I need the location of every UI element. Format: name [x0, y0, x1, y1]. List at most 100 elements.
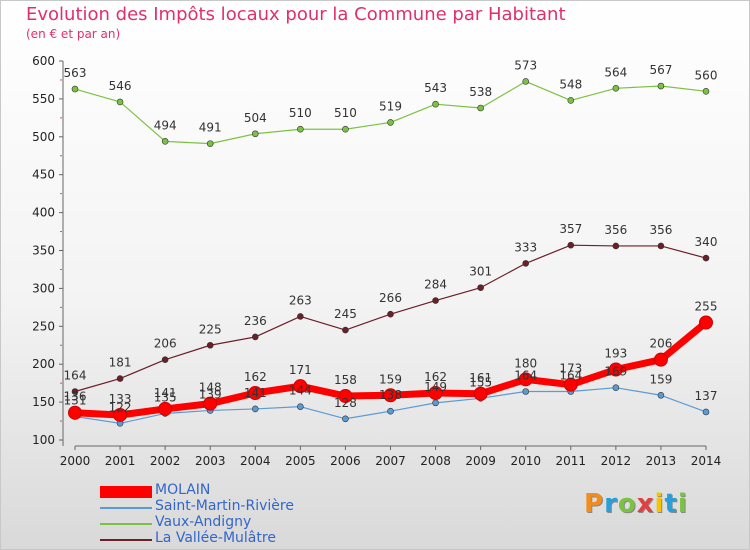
data-point: [161, 356, 169, 363]
data-label: 510: [334, 106, 357, 120]
data-label: 494: [154, 118, 177, 132]
data-point: [338, 389, 353, 404]
logo-letter: r: [604, 489, 618, 519]
data-label: 161: [469, 371, 492, 385]
data-label: 301: [469, 265, 492, 279]
data-point: [653, 352, 668, 367]
data-label: 138: [379, 388, 402, 402]
data-label: 131: [64, 394, 87, 408]
data-label: 538: [469, 85, 492, 99]
logo-letter: i: [677, 489, 688, 519]
data-label: 164: [559, 368, 582, 382]
data-point: [158, 401, 173, 416]
data-point: [612, 242, 620, 250]
x-tick-label: 2008: [420, 454, 451, 468]
data-point: [473, 386, 488, 401]
legend-swatch-vaux-andigny: [100, 523, 152, 525]
data-label: 164: [64, 368, 87, 382]
data-label: 510: [289, 106, 312, 120]
data-label: 169: [604, 365, 627, 379]
data-label: 225: [199, 322, 222, 336]
data-label: 171: [289, 363, 312, 377]
data-point: [71, 85, 79, 93]
data-point: [428, 386, 443, 401]
data-point: [702, 254, 710, 262]
data-label: 149: [424, 380, 447, 394]
data-point: [383, 388, 398, 403]
data-label: 340: [695, 235, 718, 249]
data-point: [71, 388, 79, 395]
data-label: 133: [109, 392, 132, 406]
data-point: [297, 125, 304, 133]
data-point: [522, 260, 530, 267]
x-tick-label: 2003: [195, 454, 226, 468]
data-point: [702, 88, 710, 95]
x-tick-label: 2002: [150, 454, 181, 468]
data-point: [297, 403, 304, 410]
data-point: [203, 396, 218, 411]
data-label: 155: [469, 375, 492, 389]
logo-letter: o: [617, 489, 637, 519]
data-point: [657, 82, 665, 90]
data-point: [387, 407, 394, 415]
data-label: 263: [289, 293, 312, 307]
x-tick-label: 2006: [330, 454, 361, 468]
data-label: 162: [424, 370, 447, 384]
logo-letter: i: [654, 489, 665, 519]
legend-swatch-la-vallee-mulatre: [100, 539, 152, 541]
proxiti-logo: Proxiti: [584, 489, 688, 519]
data-label: 206: [154, 337, 177, 351]
data-label: 560: [695, 68, 718, 82]
data-label: 144: [289, 384, 312, 398]
data-point: [113, 407, 128, 422]
data-point: [432, 100, 439, 108]
data-label: 148: [199, 381, 222, 395]
data-point: [699, 315, 713, 330]
data-label: 357: [559, 222, 582, 236]
data-label: 546: [109, 79, 132, 93]
x-tick-label: 2009: [465, 454, 496, 468]
chart-subtitle: (en € et par an): [26, 27, 121, 41]
data-point: [342, 415, 349, 423]
data-label: 356: [649, 223, 672, 237]
data-point: [387, 119, 394, 126]
x-tick-label: 2010: [510, 454, 541, 468]
data-label: 333: [514, 240, 537, 254]
data-label: 137: [695, 389, 718, 403]
y-tick-label: 200: [32, 357, 55, 371]
x-tick-label: 2007: [375, 454, 406, 468]
x-tick-label: 2011: [556, 454, 587, 468]
data-label: 519: [379, 99, 402, 113]
y-tick-label: 500: [32, 130, 55, 144]
legend-label-la-vallee-mulatre: La Vallée-Mulâtre: [155, 530, 276, 546]
legend-swatch-saint-martin-riviere: [100, 507, 152, 509]
y-tick-label: 150: [32, 395, 55, 409]
data-label: 573: [514, 58, 537, 72]
data-point: [387, 310, 394, 318]
logo-letter: x: [636, 489, 655, 519]
data-point: [116, 375, 124, 382]
data-point: [251, 333, 259, 341]
legend-label-molain: MOLAIN: [155, 482, 211, 498]
data-point: [251, 405, 259, 413]
data-label: 193: [604, 347, 627, 361]
data-label: 162: [244, 370, 267, 384]
data-point: [293, 379, 308, 394]
y-tick-label: 550: [32, 92, 55, 106]
chart-title: Evolution des Impôts locaux pour la Comm…: [26, 4, 566, 25]
data-point: [567, 97, 575, 104]
data-point: [608, 362, 623, 377]
logo-letter: t: [664, 489, 678, 519]
data-point: [251, 130, 259, 138]
data-label: 122: [109, 400, 132, 414]
data-point: [612, 384, 620, 391]
data-label: 255: [695, 300, 718, 314]
data-label: 164: [514, 368, 537, 382]
data-point: [612, 84, 620, 92]
data-label: 141: [154, 386, 177, 400]
data-label: 159: [649, 372, 672, 386]
y-tick-label: 400: [32, 206, 55, 220]
x-tick-label: 2000: [60, 454, 91, 468]
data-point: [206, 140, 214, 147]
data-label: 158: [334, 373, 357, 387]
